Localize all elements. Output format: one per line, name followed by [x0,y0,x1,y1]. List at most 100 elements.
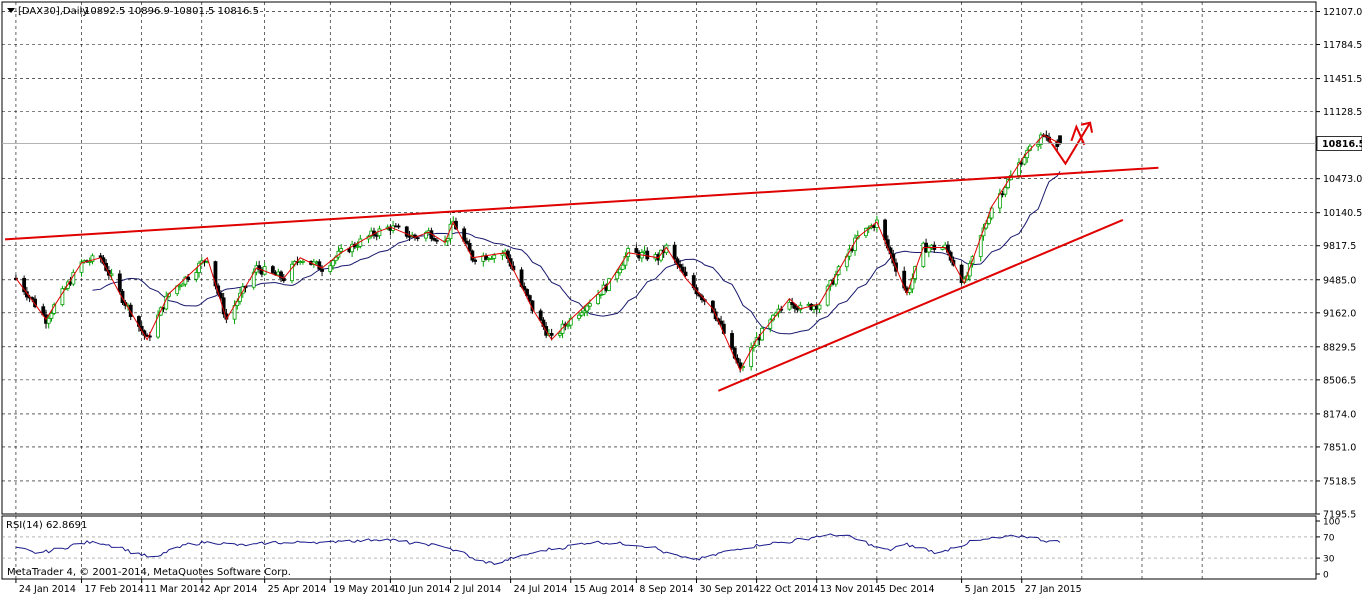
candle-down [738,362,743,369]
candle-down [527,295,532,302]
candle-up [587,303,592,307]
candle-down [948,251,953,261]
candle-down [1058,135,1062,144]
candle-down [549,332,554,336]
candle-up [156,314,160,338]
candle-up [79,261,84,273]
candle-down [279,271,283,279]
x-tick-label: 22 Oct 2014 [760,584,819,595]
symbol-label: [DAX30],Daily [18,6,88,17]
candle-up [913,266,918,279]
y-tick-label: 7195.5 [1323,510,1356,521]
candle-down [634,248,639,253]
x-tick-label: 10 Jun 2014 [393,584,450,595]
candle-down [730,333,734,349]
copyright-text: MetaTrader 4, © 2001-2014, MetaQuotes So… [7,567,291,578]
candle-down [462,228,467,242]
candle-up [620,264,625,270]
candle-down [317,261,322,270]
rsi-polyline [15,533,1061,565]
candle-up [355,245,360,248]
rsi-y-tick-label: 30 [1323,555,1335,565]
candle-up [566,324,570,327]
y-tick-label: 8829.5 [1323,342,1356,353]
candle-down [186,276,191,280]
candle-up [87,261,92,263]
candle-up [615,272,620,280]
candle-down [104,262,109,271]
candle-up [178,285,182,288]
candle-down [415,237,420,240]
candle-up [301,260,305,263]
candle-up [60,288,65,305]
y-tick-label: 9485.0 [1323,275,1356,286]
candle-down [680,266,685,273]
candle-down [117,273,122,292]
x-tick-label: 5 Jan 2015 [965,584,1016,595]
candle-down [467,243,472,252]
candle-up [978,235,983,257]
x-tick-label: 30 Sep 2014 [699,584,759,595]
candle-down [719,320,723,325]
x-tick-label: 17 Feb 2014 [85,584,144,595]
zigzag-indicator [15,134,1061,372]
y-tick-label: 10473.0 [1323,174,1362,185]
candle-down [465,240,469,244]
candle-down [473,259,478,262]
x-tick-label: 19 May 2014 [333,584,395,595]
x-tick-label: 25 Apr 2014 [268,584,327,595]
candle-up [967,263,972,277]
y-tick-label: 9162.0 [1323,308,1356,319]
candle-up [981,227,986,237]
candle-down [396,225,401,228]
trendline [4,166,1159,241]
rsi-y-tick-label: 0 [1323,571,1329,581]
candle-down [645,250,650,260]
candle-up [331,260,335,267]
candle-up [921,242,926,267]
candle-up [1003,187,1008,195]
candle-up [240,286,245,294]
y-tick-label: 10140.5 [1323,208,1362,219]
candle-down [525,289,529,296]
annotations [4,121,1159,392]
candle-up [489,257,494,260]
candle-up [109,273,114,276]
y-tick-label: 11784.5 [1323,40,1362,51]
candle-up [49,312,54,319]
candles [14,130,1062,373]
axes: 12107.0 11784.5 11451.5 11128.5 10473.0 10140… [2,7,1362,595]
candle-up [194,272,199,280]
candle-up [817,304,822,310]
candle-down [683,271,688,276]
arrow-head-icon [1070,124,1086,146]
candle-up [180,283,185,287]
projection-arrow [1048,122,1091,166]
candle-down [672,244,677,260]
candle-up [749,347,754,367]
current-price-box [1316,136,1362,151]
candle-up [377,228,382,237]
candle-up [46,317,51,324]
rsi-line [15,533,1061,565]
ma-line [92,171,1061,335]
candle-up [825,285,830,306]
candle-down [120,290,125,303]
x-tick-label: 24 Jan 2014 [19,584,76,595]
candle-up [577,314,581,319]
y-tick-label: 7851.0 [1323,442,1356,453]
candle-up [987,217,991,224]
collapse-triangle-icon[interactable] [7,8,15,13]
candle-down [790,302,795,306]
candle-down [538,310,543,321]
x-tick-label: 13 Nov 2014 [820,584,881,595]
candle-up [238,292,242,302]
candle-up [787,302,792,310]
x-tick-label: 5 Dec 2014 [880,584,935,595]
candle-up [568,317,573,326]
candle-up [598,293,603,296]
arrow-head-icon [1080,121,1094,133]
y-tick-label: 8174.0 [1323,409,1356,420]
